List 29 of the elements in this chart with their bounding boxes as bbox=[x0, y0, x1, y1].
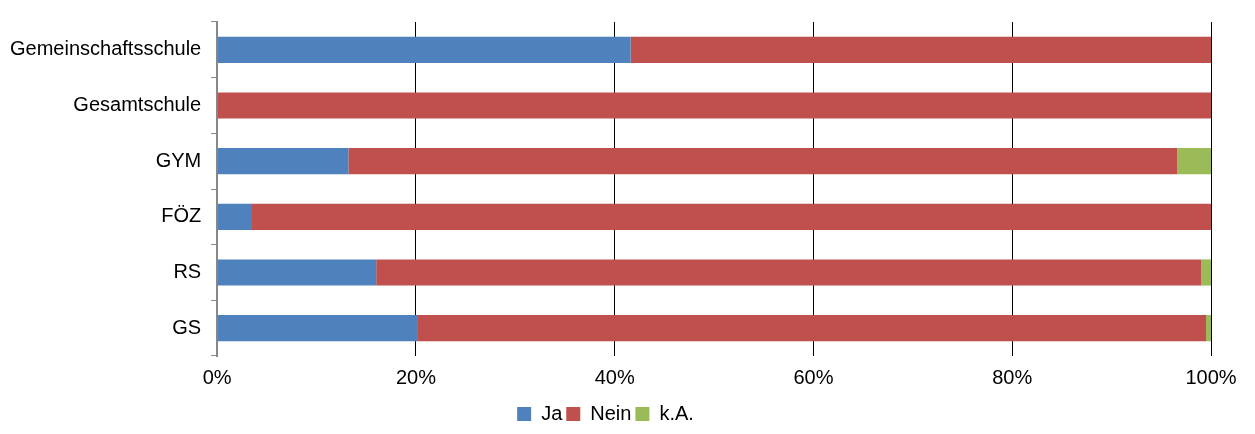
y-tick-label: GS bbox=[172, 315, 202, 338]
legend-label: Ja bbox=[541, 401, 564, 424]
bar bbox=[217, 315, 418, 342]
y-tick-label: FÖZ bbox=[161, 204, 202, 227]
bar bbox=[376, 259, 1202, 286]
x-tick-label: 60% bbox=[793, 365, 834, 388]
x-tick-label: 20% bbox=[395, 365, 437, 388]
legend-label: Nein bbox=[590, 401, 632, 424]
bar bbox=[217, 148, 349, 175]
bar bbox=[1177, 148, 1211, 175]
bar bbox=[217, 36, 631, 63]
bar bbox=[251, 203, 1211, 230]
x-tick-label: 80% bbox=[992, 365, 1033, 388]
bar bbox=[417, 315, 1207, 342]
x-tick-label: 0% bbox=[202, 365, 232, 388]
bar bbox=[630, 36, 1211, 63]
bar bbox=[1201, 259, 1211, 286]
y-tick-label: Gesamtschule bbox=[73, 93, 202, 116]
x-tick-label: 100% bbox=[1185, 365, 1237, 388]
x-tick-label: 40% bbox=[594, 365, 635, 388]
bar bbox=[348, 148, 1178, 175]
bar bbox=[1206, 315, 1211, 342]
bar bbox=[217, 259, 377, 286]
y-tick-label: Gemeinschaftsschule bbox=[10, 37, 202, 60]
bar bbox=[217, 92, 1211, 119]
y-tick-label: GYM bbox=[155, 148, 202, 171]
legend-label: k.A. bbox=[659, 401, 694, 424]
y-tick-label: RS bbox=[173, 260, 202, 283]
bar bbox=[217, 203, 252, 230]
